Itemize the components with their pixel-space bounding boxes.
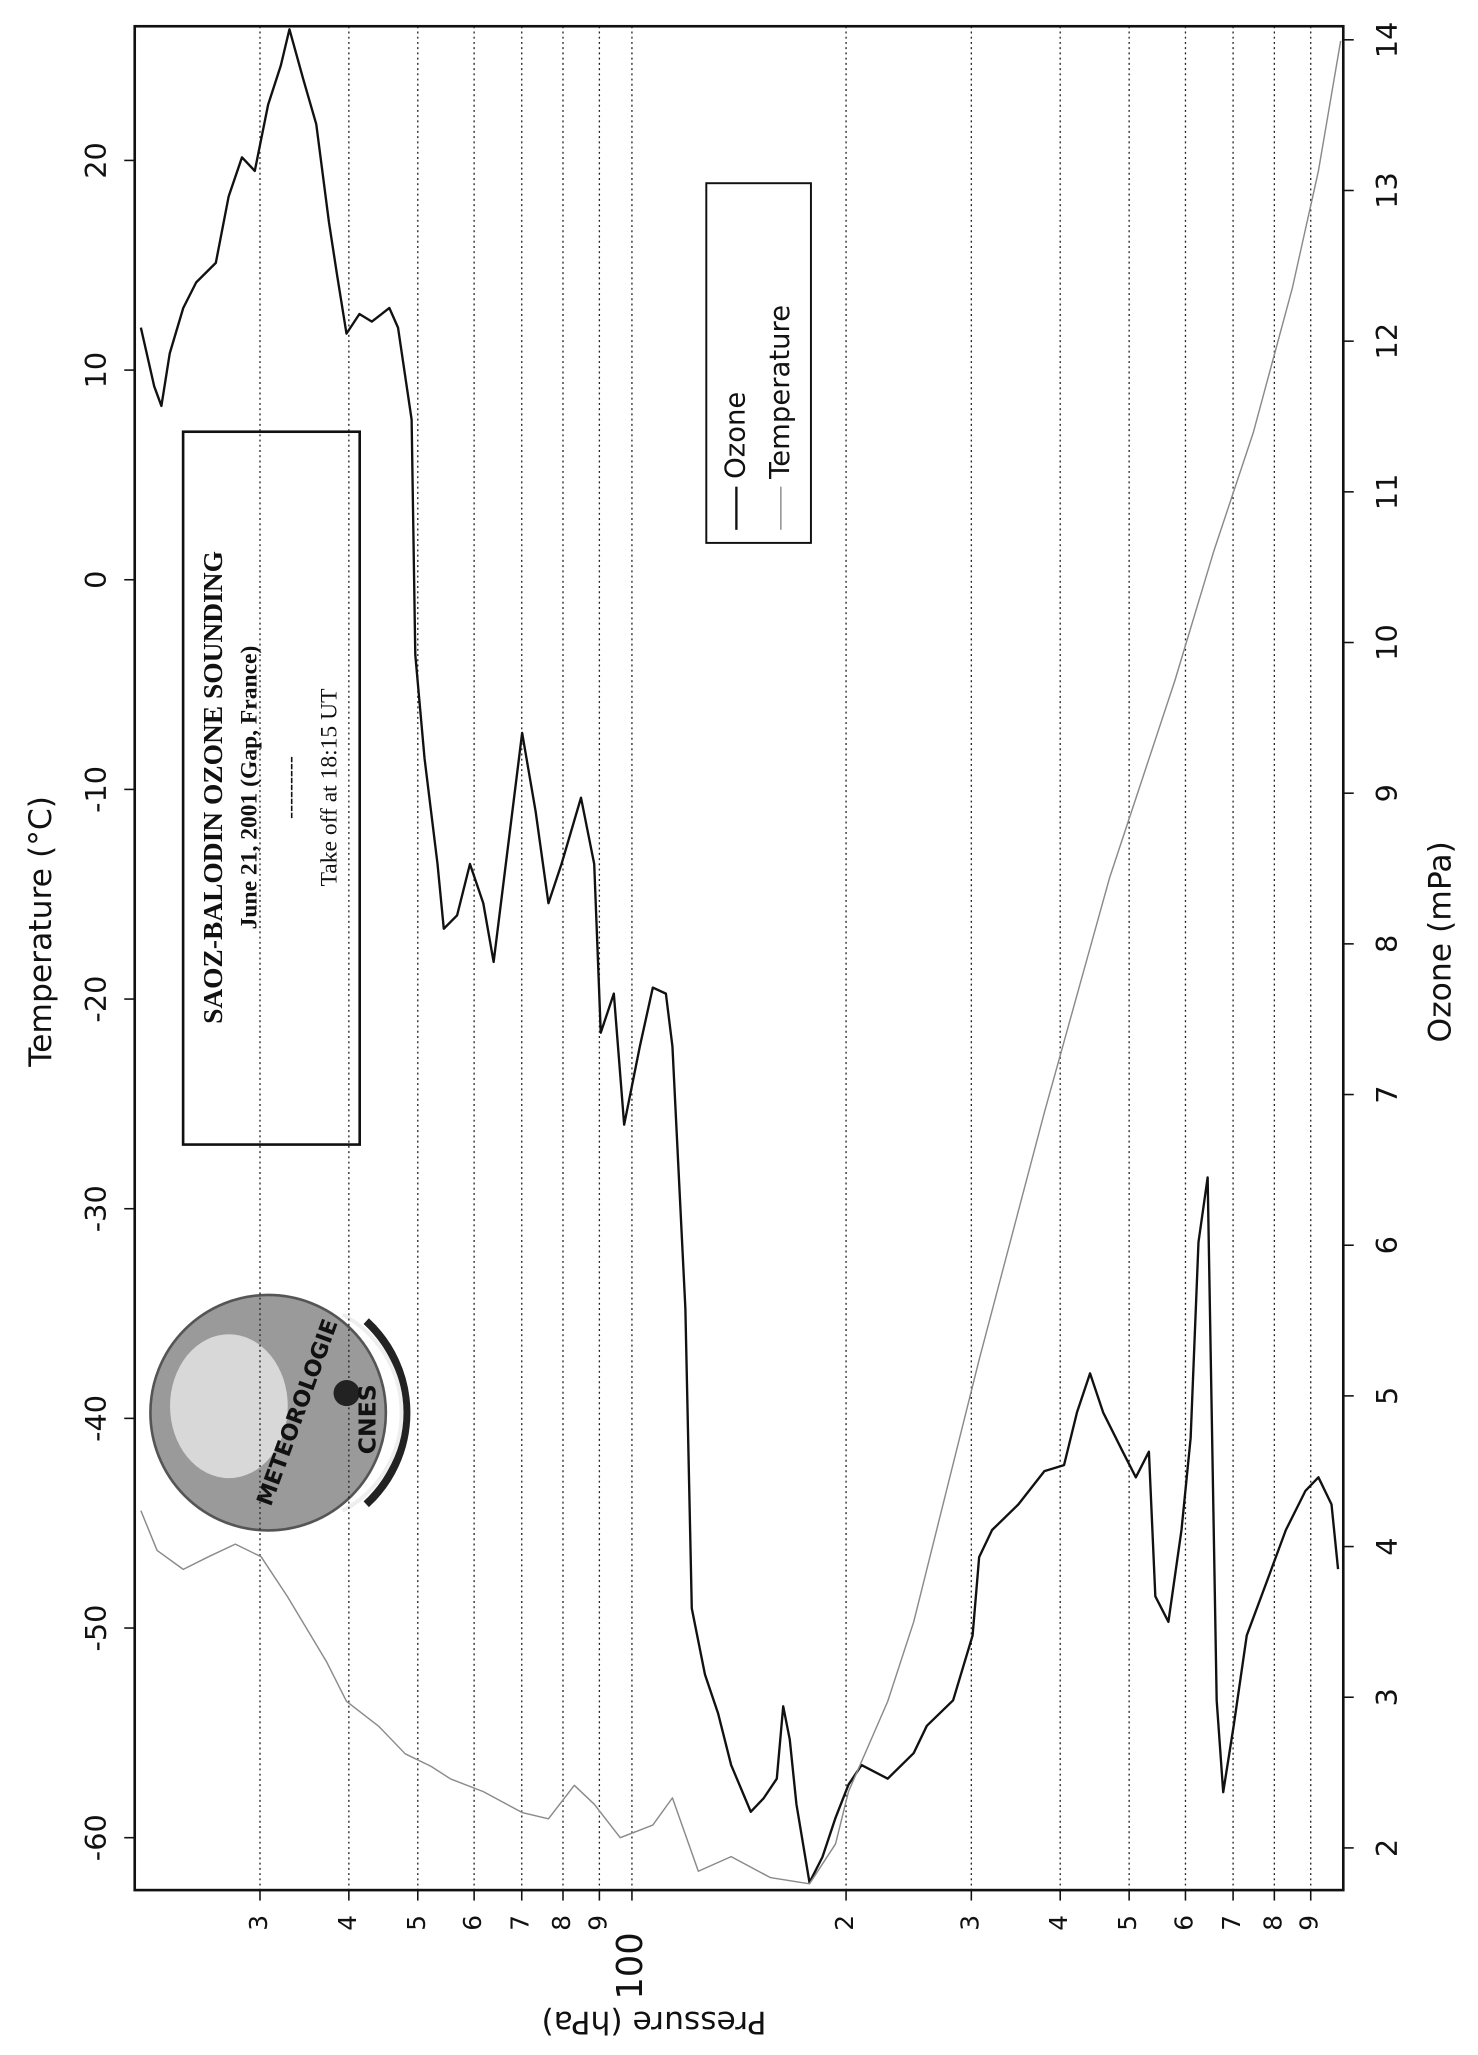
y2-tick-label: 8 [1370,935,1404,953]
title-box [181,430,361,1146]
series-line [139,28,1340,1884]
x-tick-label: 5 [402,1915,431,1931]
y-tick-label: -50 [79,1605,113,1652]
y2-tick-label: 13 [1370,172,1404,209]
x-tick-label: 8 [1258,1915,1287,1931]
x-tick-label: 2 [830,1915,859,1931]
x-tick-label: 4 [333,1915,362,1931]
x-tick-label: 9 [1295,1915,1324,1931]
y-tick-label: -30 [79,1185,113,1232]
x-tick-label: 9 [583,1915,612,1931]
y2-tick-label: 6 [1370,1236,1404,1254]
x-tick-label: 3 [244,1915,273,1931]
y2-tick-label: 3 [1370,1688,1404,1706]
chart-subtitle: June 21, 2001 (Gap, France) [237,646,263,930]
logo-dot [333,1379,360,1407]
legend-label: Ozone [720,392,751,479]
x-axis-title: Pressure (hPa) [541,2004,766,2040]
y-tick-label: -10 [79,766,113,813]
y2-tick-label: 9 [1370,784,1404,802]
chart-title: SAOZ-BALODIN OZONE SOUNDING [198,551,228,1024]
x-tick-label: 3 [955,1915,984,1931]
plot-frame [133,24,1345,1892]
y2-tick-label: 14 [1370,22,1404,59]
annotation: Take off at 18:15 UT [316,689,342,887]
x-tick-label: 8 [547,1915,576,1931]
logo-arc [363,1318,411,1508]
y2-tick-label: 7 [1370,1085,1404,1103]
y-tick-label: -20 [79,976,113,1023]
y-axis-title: Temperature (°C) [23,796,59,1068]
logo: METEOROLOGIE CNES [149,1293,411,1532]
x-tick-label: 6 [1169,1915,1198,1931]
y-tick-label: 10 [79,352,113,389]
logo-arc [341,1312,404,1513]
separator: --------- [277,756,301,819]
x-tick-label: 4 [1044,1915,1073,1931]
series-line [140,40,1342,1885]
y2-tick-label: 2 [1370,1839,1404,1857]
y2-tick-label: 10 [1370,624,1404,661]
y2-tick-label: 12 [1370,323,1404,360]
x-tick-label: 7 [1217,1915,1246,1931]
y-tick-label: 20 [79,142,113,179]
y2-axis-title: Ozone (mPa) [1422,841,1458,1042]
x-tick-label: 6 [458,1915,487,1931]
y2-tick-label: 4 [1370,1537,1404,1555]
x-tick-label: 5 [1113,1915,1142,1931]
y-tick-label: 0 [79,571,113,589]
legend-box [705,182,812,544]
y2-tick-label: 5 [1370,1387,1404,1405]
y-tick-label: -40 [79,1395,113,1442]
logo-sub: CNES [353,1384,381,1454]
legend-label: Temperature [765,305,796,480]
y2-tick-label: 11 [1370,474,1404,511]
x-tick-label: 7 [506,1915,535,1931]
y-tick-label: -60 [79,1814,113,1861]
x-tick-label: 100 [610,1932,651,1999]
logo-balloon [170,1334,288,1479]
